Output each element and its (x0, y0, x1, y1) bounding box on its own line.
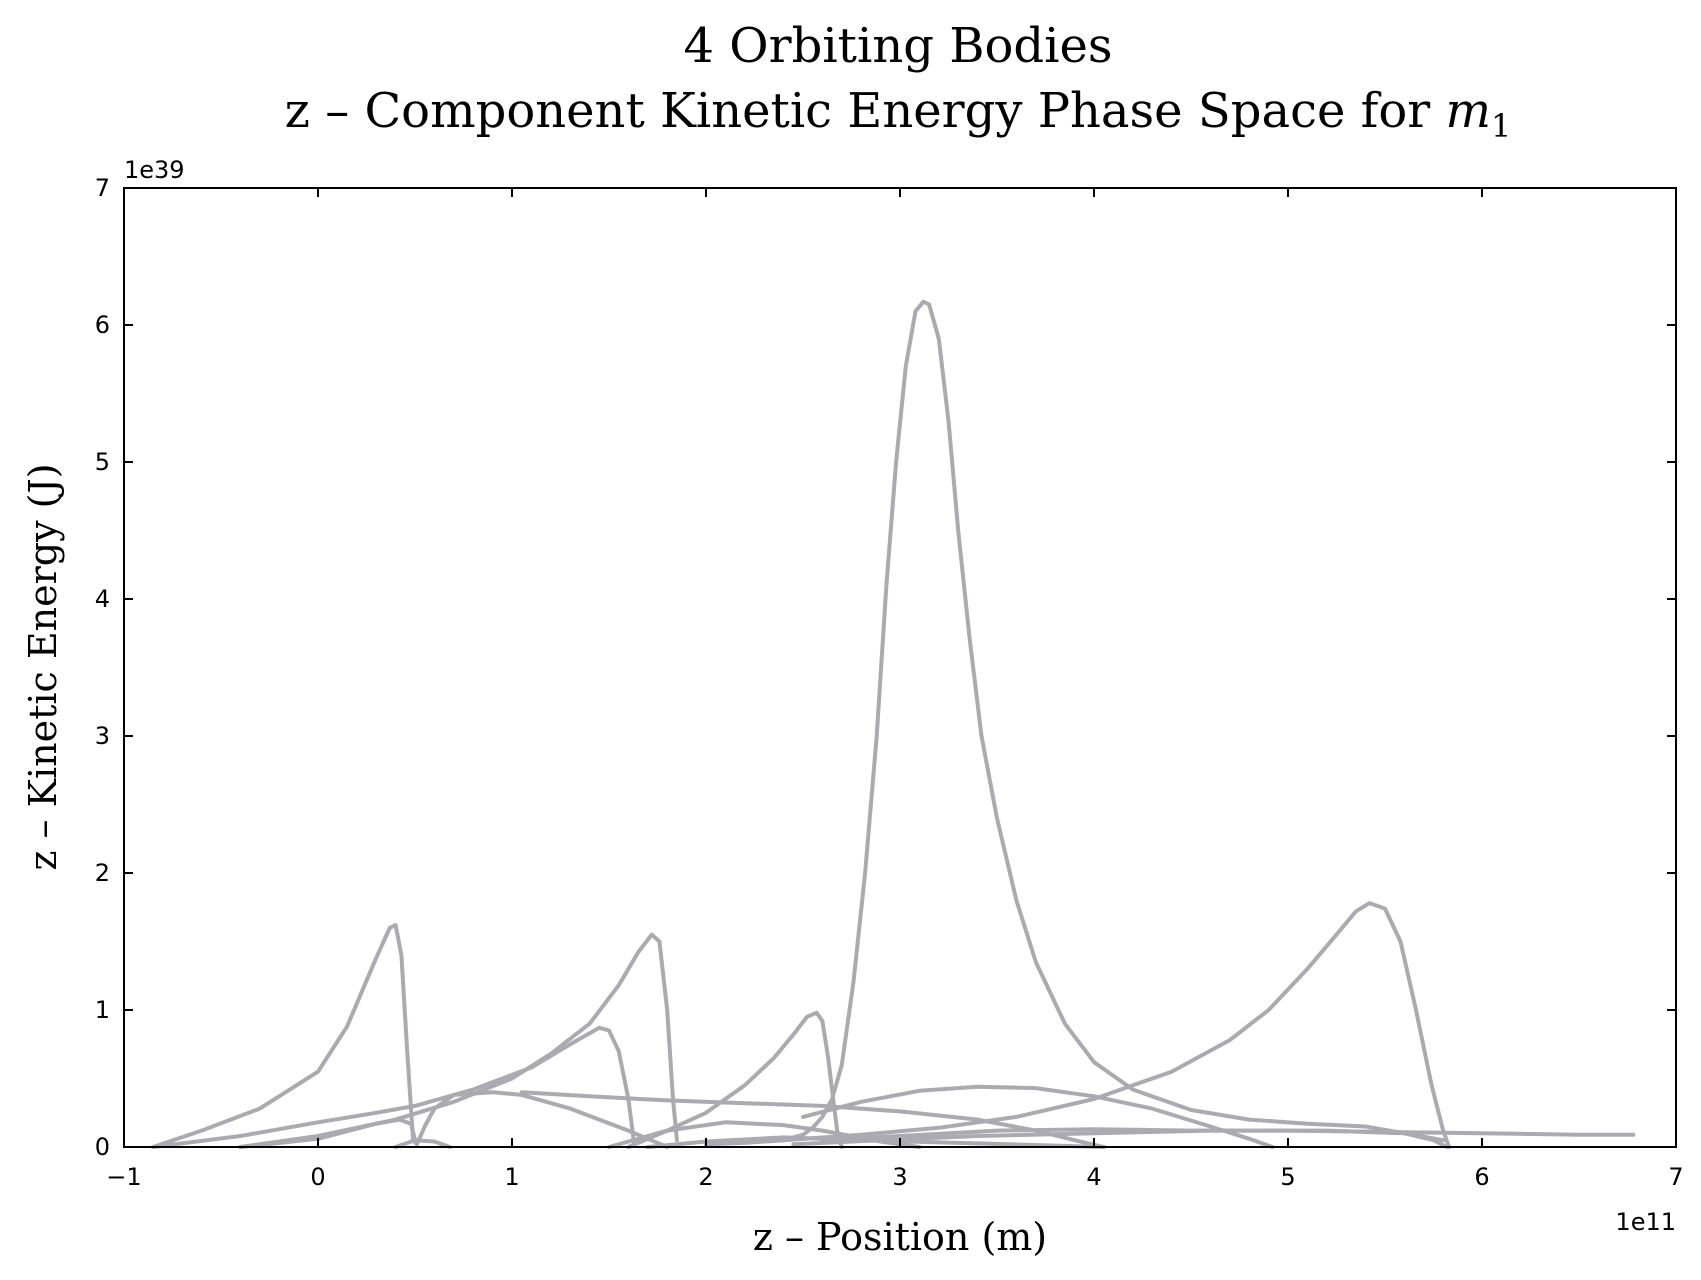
trajectory-line-9 (704, 299, 1450, 1149)
x-tick-label: −1 (106, 1163, 141, 1191)
y-tick-label: 1 (95, 996, 110, 1024)
y-axis-multiplier: 1e39 (124, 156, 185, 184)
y-tick-label: 6 (95, 311, 110, 339)
y-tick-label: 5 (95, 448, 110, 476)
y-tick-label: 0 (95, 1133, 110, 1161)
x-tick-label: 0 (310, 1163, 325, 1191)
x-axis-label: z – Position (m) (753, 1215, 1047, 1259)
y-tick-label: 2 (95, 859, 110, 887)
trajectory-line-12 (704, 901, 1451, 1149)
trajectory-line-3 (238, 932, 679, 1149)
x-tick-label: 7 (1668, 1163, 1683, 1191)
chart-subtitle: z – Component Kinetic Energy Phase Space… (285, 83, 1512, 145)
trajectory-line-1 (151, 923, 670, 1149)
y-axis-label: z – Kinetic Energy (J) (21, 463, 65, 870)
trajectory-line-7 (626, 1010, 844, 1149)
y-tick-label: 4 (95, 585, 110, 613)
trajectory-line-5 (393, 1138, 452, 1149)
x-tick-label: 2 (698, 1163, 713, 1191)
trajectory-line-4 (238, 1117, 417, 1149)
x-tick-label: 4 (1086, 1163, 1101, 1191)
y-tick-label: 7 (95, 174, 110, 202)
plot-area (151, 299, 1636, 1149)
x-axis-multiplier: 1e11 (1615, 1208, 1676, 1236)
x-tick-label: 6 (1474, 1163, 1489, 1191)
chart-title: 4 Orbiting Bodies (684, 18, 1113, 74)
x-tick-label: 5 (1280, 1163, 1295, 1191)
trajectory-line-10 (801, 1084, 1275, 1149)
x-axis-ticks: −1 0 1 2 3 4 5 6 7 (106, 188, 1684, 1191)
y-tick-label: 3 (95, 722, 110, 750)
x-tick-label: 1 (504, 1163, 519, 1191)
y-axis-ticks: 0 1 2 3 4 5 6 7 (95, 174, 1676, 1161)
x-tick-label: 3 (892, 1163, 907, 1191)
